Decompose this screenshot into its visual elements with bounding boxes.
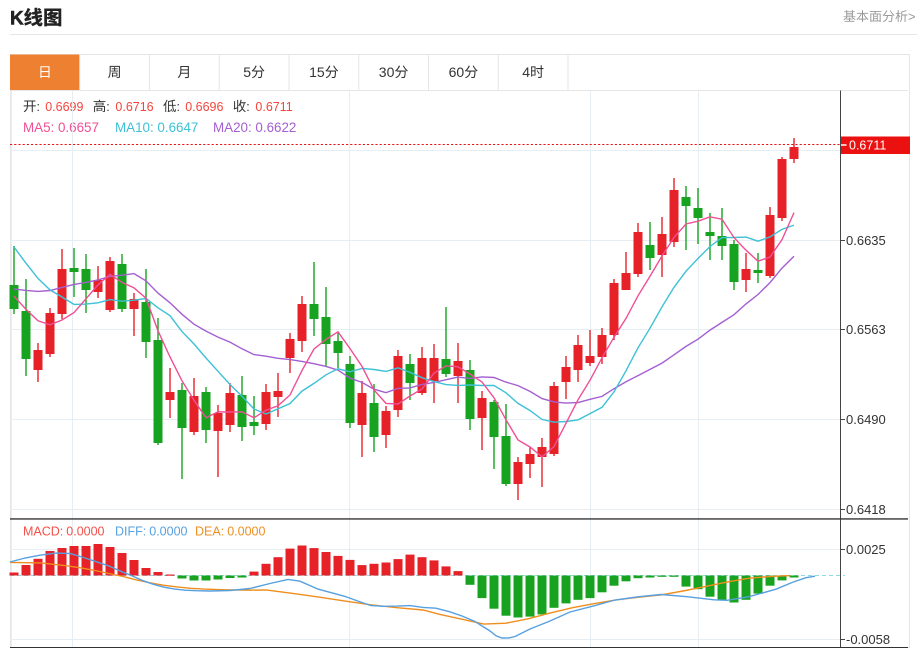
svg-text:0.6490: 0.6490: [846, 412, 886, 427]
svg-text:0.6418: 0.6418: [846, 502, 886, 517]
svg-text:0.6563: 0.6563: [846, 322, 886, 337]
svg-text:30: 30: [379, 64, 395, 80]
svg-text:DEA:0.0000: DEA: 0.0000: [195, 525, 265, 539]
svg-text::: :: [37, 100, 40, 114]
svg-text:0.0025: 0.0025: [846, 542, 886, 557]
svg-text::: :: [106, 100, 109, 114]
svg-text:4: 4: [522, 64, 530, 80]
svg-text:-0.0058: -0.0058: [846, 632, 890, 647]
svg-text::: :: [246, 100, 249, 114]
svg-text:>: >: [908, 9, 916, 24]
svg-text::: :: [177, 100, 180, 114]
svg-text:0.6711: 0.6711: [849, 139, 886, 153]
svg-text:15: 15: [309, 64, 325, 80]
svg-text:0.6696: 0.6696: [185, 100, 223, 114]
svg-text:DIFF:0.0000: DIFF: 0.0000: [115, 525, 188, 539]
svg-text:60: 60: [449, 64, 465, 80]
svg-text:MA5: 0.6657: MA5: 0.6657: [23, 120, 99, 135]
svg-text:0.6711: 0.6711: [255, 100, 292, 114]
svg-text:MA20: 0.6622: MA20: 0.6622: [213, 120, 296, 135]
svg-text:K: K: [10, 9, 24, 30]
svg-text:0.6716: 0.6716: [115, 100, 153, 114]
svg-text:0.6699: 0.6699: [45, 100, 83, 114]
svg-text:0.6635: 0.6635: [846, 233, 886, 248]
svg-text:MA10: 0.6647: MA10: 0.6647: [115, 120, 198, 135]
svg-text:5: 5: [243, 64, 251, 80]
